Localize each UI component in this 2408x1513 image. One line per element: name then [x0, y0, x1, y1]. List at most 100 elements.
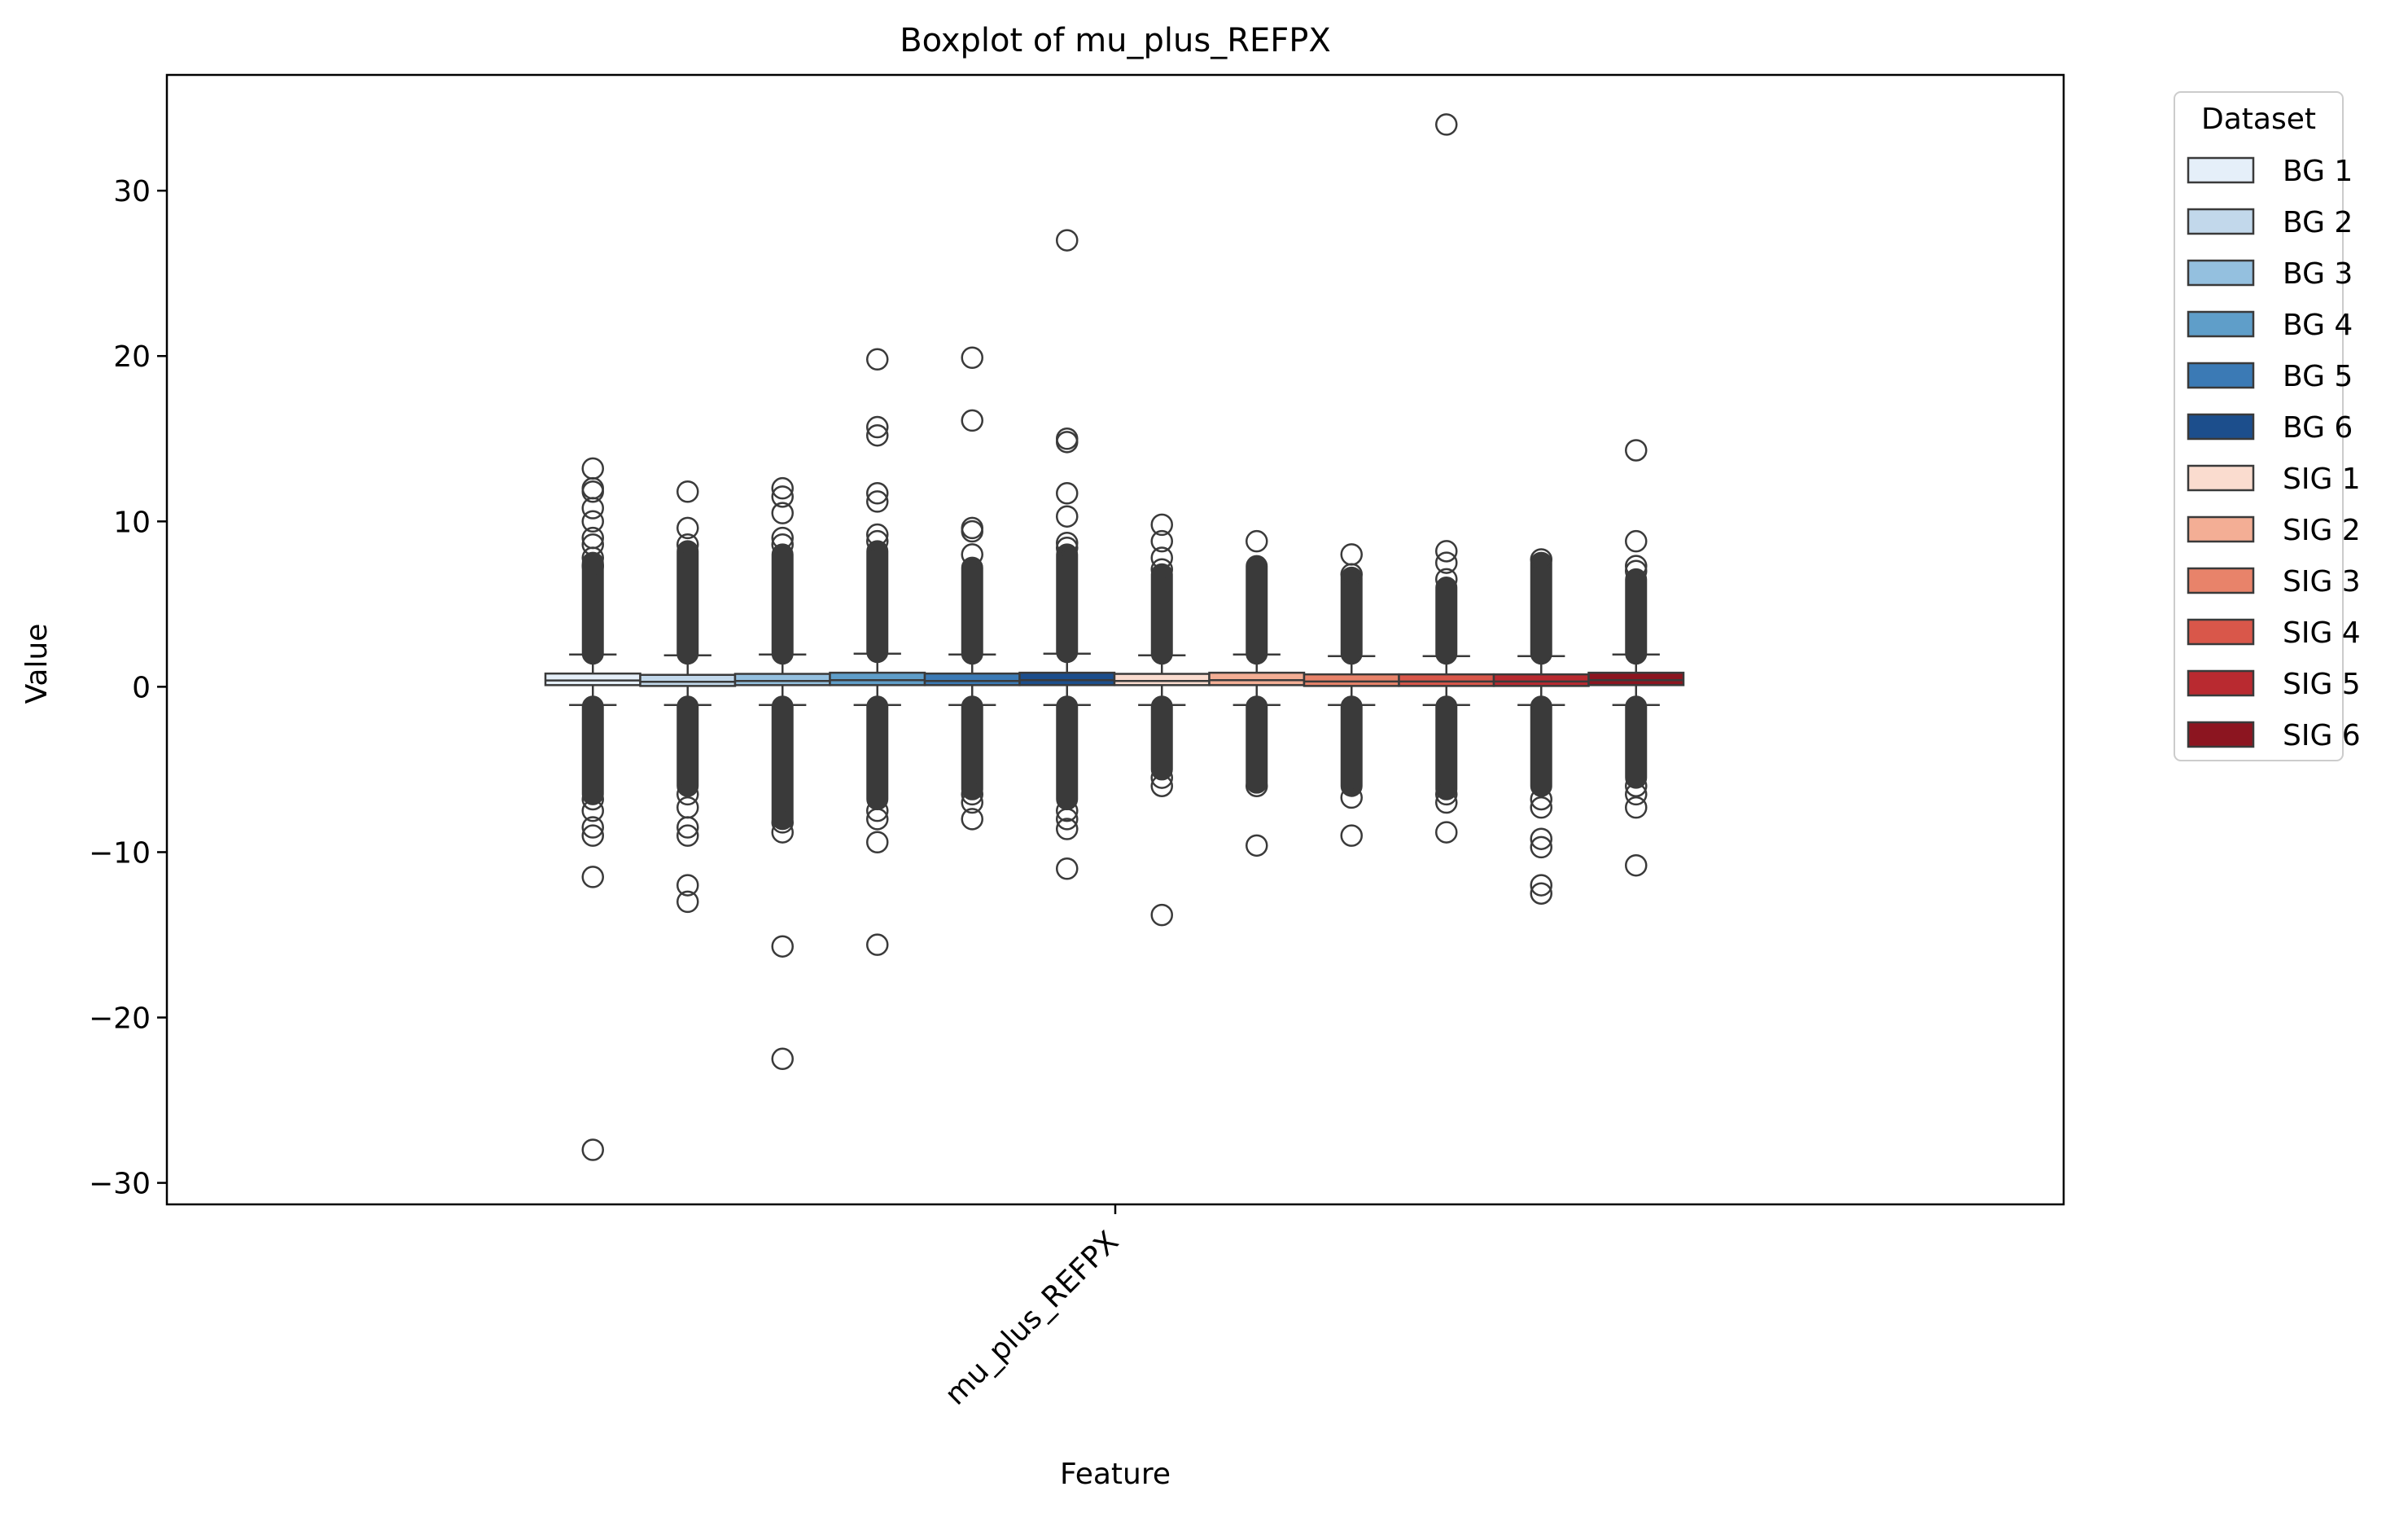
- outlier-point: [1340, 824, 1363, 847]
- outlier-point: [1530, 787, 1552, 811]
- plot-area: [544, 113, 1685, 1161]
- outlier-point: [676, 533, 699, 556]
- outlier-point: [961, 783, 983, 806]
- legend-swatch: [2187, 567, 2255, 594]
- legend-label: SIG 3: [2283, 565, 2361, 599]
- outlier-point: [771, 485, 794, 508]
- outlier-point: [1435, 791, 1458, 814]
- outlier-point: [866, 799, 889, 822]
- outlier-point: [1056, 537, 1079, 559]
- box: [1113, 673, 1211, 686]
- outlier-band-high: [866, 540, 889, 664]
- outlier-point: [866, 523, 889, 546]
- outlier-point: [771, 476, 794, 500]
- outlier-point: [1530, 882, 1552, 905]
- outlier-point: [1056, 482, 1079, 505]
- outlier-point: [581, 866, 604, 888]
- x-tick-label: mu_plus_REFPX: [939, 1225, 1125, 1411]
- legend-item: BG 5: [2187, 360, 2353, 393]
- legend-label: BG 5: [2283, 360, 2353, 393]
- y-tick-label: 10: [113, 506, 151, 539]
- outlier-point: [866, 490, 889, 513]
- y-axis-label: Value: [20, 624, 54, 704]
- legend-label: SIG 5: [2283, 668, 2361, 701]
- outlier-point: [581, 787, 604, 811]
- outlier-point: [581, 533, 604, 556]
- outlier-point: [866, 529, 889, 553]
- plot-frame: [165, 73, 2065, 1206]
- y-tick-label: −30: [89, 1168, 151, 1201]
- box: [733, 673, 831, 686]
- legend-label: BG 2: [2283, 206, 2353, 239]
- box: [1208, 671, 1306, 686]
- outlier-band-low: [1625, 695, 1648, 789]
- outlier-point: [866, 831, 889, 854]
- y-tick-label: 0: [132, 671, 151, 704]
- outlier-point: [581, 799, 604, 822]
- outlier-point: [1056, 229, 1079, 252]
- x-axis-label: Feature: [1060, 1458, 1171, 1491]
- outlier-point: [1150, 558, 1173, 581]
- outlier-point: [866, 348, 889, 371]
- outlier-point: [581, 1138, 604, 1161]
- legend-label: BG 6: [2283, 411, 2353, 445]
- outlier-point: [581, 510, 604, 533]
- legend-swatch: [2187, 310, 2255, 338]
- outlier-point: [866, 808, 889, 831]
- box-bg-4: [829, 348, 926, 956]
- outlier-point: [1340, 563, 1363, 586]
- outlier-band-low: [1340, 695, 1363, 797]
- legend-item: BG 6: [2187, 411, 2353, 445]
- legend-label: BG 4: [2283, 309, 2353, 342]
- outlier-point: [1530, 874, 1552, 897]
- outlier-point: [866, 415, 889, 439]
- outlier-point: [771, 502, 794, 524]
- outlier-point: [581, 457, 604, 480]
- outlier-point: [1435, 540, 1458, 563]
- outlier-point: [866, 423, 889, 447]
- outlier-point: [676, 783, 699, 806]
- legend-swatch: [2187, 156, 2255, 184]
- outlier-point: [961, 791, 983, 814]
- box-sig-4: [1398, 113, 1495, 844]
- outlier-point: [1246, 774, 1268, 797]
- outlier-point: [581, 555, 604, 577]
- outlier-band-high: [771, 543, 794, 665]
- legend-item: SIG 6: [2187, 719, 2361, 752]
- box: [923, 672, 1021, 686]
- legend: Dataset BG 1 BG 2 BG 3 BG 4 BG 5 BG 6 SIG 1 SIG …: [2174, 91, 2361, 761]
- box-bg-3: [733, 476, 831, 1071]
- outlier-point: [1150, 766, 1173, 789]
- outlier-point: [771, 533, 794, 556]
- legend-item: BG 2: [2187, 206, 2353, 239]
- outlier-point: [1625, 555, 1648, 577]
- y-tick-label: −10: [89, 836, 151, 870]
- box-sig-5: [1492, 548, 1590, 905]
- outlier-point: [1056, 531, 1079, 555]
- outlier-point: [771, 821, 794, 844]
- box: [1492, 673, 1590, 687]
- outlier-point: [1150, 546, 1173, 569]
- legend-label: SIG 1: [2283, 463, 2361, 496]
- outlier-point: [676, 824, 699, 847]
- outlier-point: [1435, 551, 1458, 574]
- outlier-point: [1530, 835, 1552, 859]
- legend-item: SIG 1: [2187, 463, 2361, 496]
- outlier-point: [961, 520, 983, 543]
- outlier-point: [1150, 529, 1173, 553]
- outlier-point: [961, 808, 983, 831]
- legend-label: BG 1: [2283, 155, 2353, 188]
- outlier-point: [1625, 529, 1648, 553]
- y-tick-label: −20: [89, 1002, 151, 1036]
- box: [639, 673, 737, 687]
- outlier-point: [581, 480, 604, 503]
- outlier-point: [866, 933, 889, 956]
- outlier-point: [1246, 834, 1268, 857]
- outlier-point: [771, 1047, 794, 1071]
- outlier-band-low: [1056, 695, 1079, 810]
- box-bg-5: [923, 346, 1021, 831]
- box: [1303, 673, 1400, 687]
- box: [1587, 671, 1685, 686]
- outlier-point: [1625, 559, 1648, 582]
